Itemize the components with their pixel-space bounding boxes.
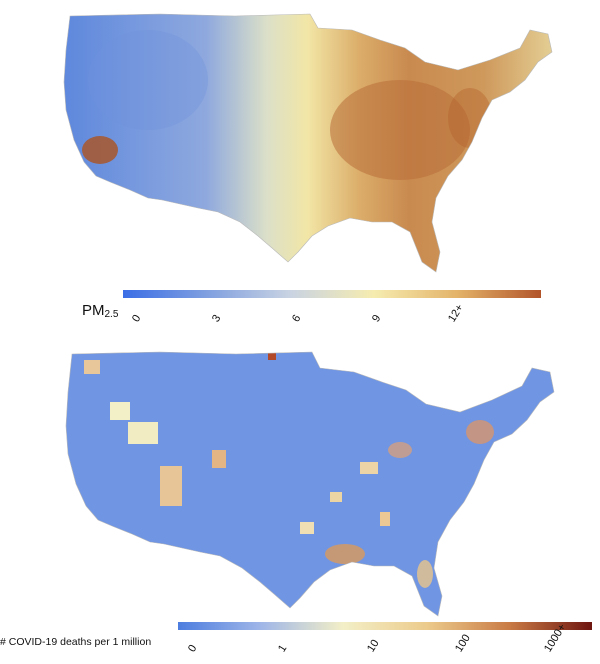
covid-county-west-2 bbox=[160, 466, 182, 506]
covid-cluster-louisiana bbox=[325, 544, 365, 564]
tick-label: 6 bbox=[290, 312, 304, 325]
pm25-hotspot-ohio-valley bbox=[330, 80, 470, 180]
covid-us-outline bbox=[65, 351, 555, 617]
covid-county-colorado bbox=[212, 450, 226, 468]
covid-cluster-nyc bbox=[466, 420, 494, 444]
tick-label: 9 bbox=[370, 312, 384, 325]
covid-county-south-2 bbox=[380, 512, 390, 526]
tick-label: 0 bbox=[130, 312, 144, 325]
covid-county-midwest-2 bbox=[330, 492, 342, 502]
covid-colorbar bbox=[178, 622, 592, 630]
covid-choropleth bbox=[65, 351, 555, 617]
tick-label: 100 bbox=[453, 632, 473, 655]
tick-label: 0 bbox=[186, 642, 200, 655]
pm25-legend: PM2.5 0 3 6 9 12+ bbox=[0, 288, 600, 338]
pm25-map bbox=[0, 0, 600, 280]
covid-county-nw bbox=[84, 360, 100, 374]
tick-label: 1 bbox=[276, 642, 290, 655]
tick-label: 10 bbox=[365, 637, 382, 655]
covid-cluster-ohio bbox=[388, 442, 412, 458]
covid-legend-title: # COVID-19 deaths per 1 million bbox=[0, 636, 152, 648]
pm25-us-outline bbox=[63, 13, 553, 273]
tick-label: 12+ bbox=[446, 302, 467, 325]
covid-county-south-1 bbox=[300, 522, 314, 534]
covid-county-dark bbox=[268, 352, 276, 360]
pm25-west-low bbox=[88, 30, 208, 130]
pm25-colorbar bbox=[123, 290, 541, 298]
covid-county-west-1 bbox=[128, 422, 158, 444]
covid-legend: # COVID-19 deaths per 1 million 0 1 10 100 1… bbox=[0, 620, 600, 664]
covid-cluster-florida bbox=[417, 560, 433, 588]
pm25-hotspot-northeast bbox=[448, 88, 492, 148]
covid-fill bbox=[66, 352, 554, 616]
covid-county-west-3 bbox=[110, 402, 130, 420]
covid-county-midwest-1 bbox=[360, 462, 378, 474]
pm25-hotspot-california bbox=[82, 136, 118, 164]
tick-label: 3 bbox=[210, 312, 224, 325]
covid-map bbox=[0, 342, 600, 620]
pm25-choropleth bbox=[63, 13, 553, 273]
pm25-legend-title: PM2.5 bbox=[82, 302, 119, 320]
